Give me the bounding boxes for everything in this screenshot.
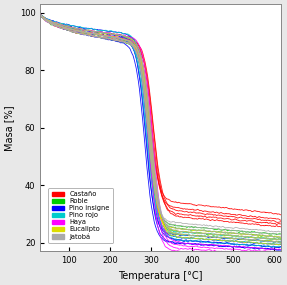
Legend: Castaño, Roble, Pino insigne, Pino rojo, Haya, Eucalipto, Jatobá: Castaño, Roble, Pino insigne, Pino rojo,… (49, 188, 113, 243)
Y-axis label: Masa [%]: Masa [%] (4, 105, 14, 150)
X-axis label: Temperatura [°C]: Temperatura [°C] (118, 271, 203, 281)
